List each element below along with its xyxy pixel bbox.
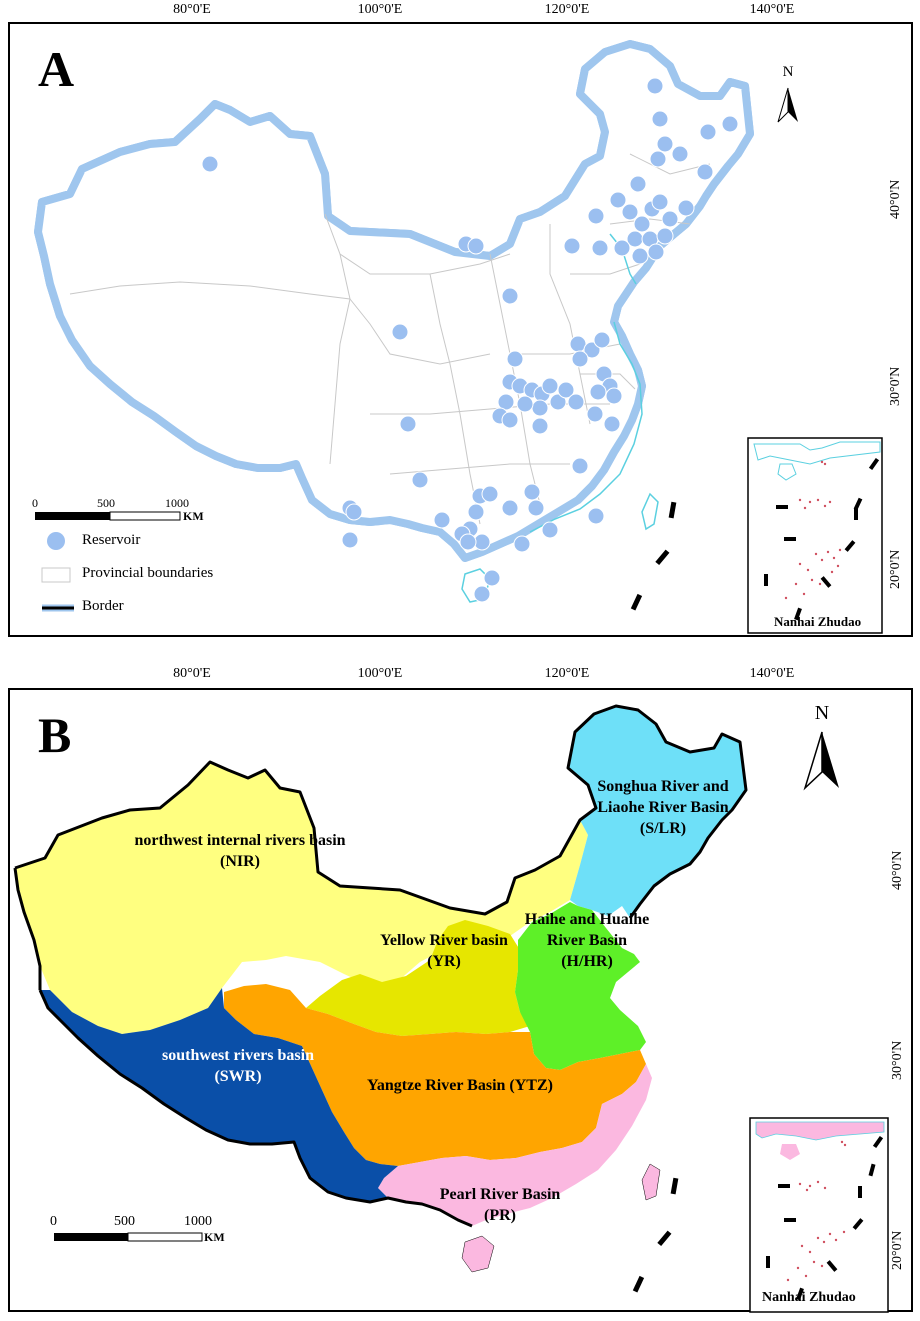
legend-border-label: Border xyxy=(82,598,124,614)
panel-letter-b: B xyxy=(38,707,72,763)
lat-label-30-a: 30°0'N xyxy=(888,366,903,406)
lat-label-20-a: 20°0'N xyxy=(888,549,903,589)
lat-label-40-a: 40°0'N xyxy=(888,179,903,219)
china-map-b xyxy=(13,704,889,1313)
basin-yr-area xyxy=(306,920,530,1036)
north-arrow-b xyxy=(803,731,839,791)
scale-tick-1000-b: 1000 xyxy=(184,1214,212,1229)
basin-label-pr: Pearl River Basin (PR) xyxy=(439,1186,561,1224)
basin-hhr-area xyxy=(515,902,646,1070)
reservoir-points-a xyxy=(201,77,739,603)
scale-unit-a: KM xyxy=(183,509,204,523)
basin-label-slr: Songhua River and Liaohe River Basin (S/LR… xyxy=(597,778,729,837)
legend-reservoir-symbol xyxy=(47,532,65,550)
lat-label-20-b: 20°0'N xyxy=(890,1230,905,1270)
inset-map-b xyxy=(749,1117,889,1313)
scale-bar-a xyxy=(35,511,181,521)
inset-title-a: Nanhai Zhudao xyxy=(774,614,862,629)
map-panel-a: A N 40°0'N 30°0'N 20°0'N 0 500 1000 KM R… xyxy=(8,22,913,637)
scale-tick-500-b: 500 xyxy=(114,1214,135,1229)
legend-reservoir-label: Reservoir xyxy=(82,532,141,548)
north-label-a: N xyxy=(782,64,794,80)
map-panel-b: B N 40°0'N 30°0'N 20°0'N 0 500 1000 KM n… xyxy=(8,688,913,1313)
lon-label-120: 120°0'E xyxy=(544,2,590,17)
island-dashes-b xyxy=(632,1177,679,1293)
scale-tick-500-a: 500 xyxy=(97,496,115,510)
scale-bar-b xyxy=(54,1232,203,1242)
basin-pr-area xyxy=(378,1064,652,1226)
lon-label-140-b: 140°0'E xyxy=(749,666,795,681)
basin-label-yr: Yellow River basin (YR) xyxy=(380,932,508,970)
lon-label-80: 80°0'E xyxy=(173,2,211,17)
lon-label-120-b: 120°0'E xyxy=(544,666,590,681)
basin-label-swr: southwest rivers basin (SWR) xyxy=(161,1047,315,1085)
basin-label-ytz: Yangtze River Basin (YTZ) xyxy=(367,1077,553,1094)
panel-letter-a: A xyxy=(38,41,75,97)
lon-label-100-b: 100°0'E xyxy=(357,666,403,681)
scale-tick-1000-a: 1000 xyxy=(165,496,189,510)
scale-tick-0-a: 0 xyxy=(32,496,38,510)
china-border-b xyxy=(14,704,748,919)
north-arrow-a xyxy=(777,87,798,123)
coastline-a xyxy=(461,233,659,603)
basin-label-nir: northwest internal rivers basin (NIR) xyxy=(134,832,346,870)
basin-label-hhr: Haihe and Huaihe River Basin (H/HR) xyxy=(524,911,650,970)
inset-map-a xyxy=(747,437,883,634)
china-border-a xyxy=(34,40,754,562)
scale-tick-0-b: 0 xyxy=(50,1214,57,1229)
basin-swr-area xyxy=(40,988,398,1202)
scale-unit-b: KM xyxy=(204,1230,225,1244)
lon-label-140: 140°0'E xyxy=(749,2,795,17)
basin-nir-area xyxy=(15,762,588,1034)
lat-label-40-b: 40°0'N xyxy=(890,850,905,890)
basin-ytz-area xyxy=(224,984,646,1166)
lat-label-30-b: 30°0'N xyxy=(890,1040,905,1080)
island-dashes-a xyxy=(630,501,677,611)
china-map-a xyxy=(34,40,883,634)
north-label-b: N xyxy=(814,702,830,724)
lon-label-100: 100°0'E xyxy=(357,2,403,17)
lon-label-80-b: 80°0'E xyxy=(173,666,211,681)
legend-provincial-symbol xyxy=(41,567,71,583)
inset-title-b: Nanhai Zhudao xyxy=(762,1290,856,1305)
basin-slr-area xyxy=(568,706,746,924)
legend-provincial-label: Provincial boundaries xyxy=(82,565,214,581)
